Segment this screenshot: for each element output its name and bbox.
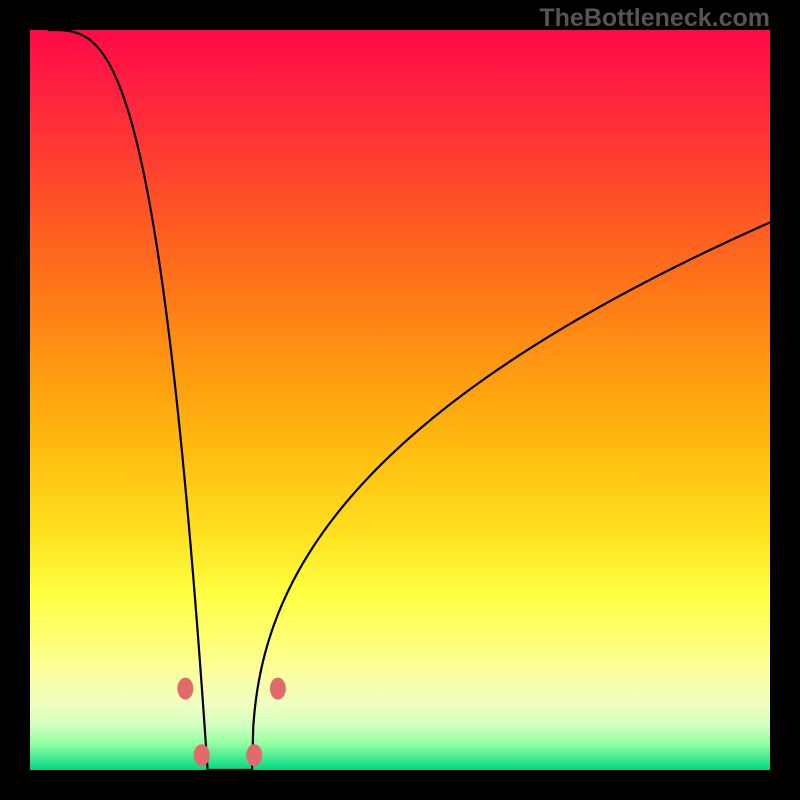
curve-marker (246, 744, 262, 766)
curve-marker (177, 678, 193, 700)
curve-marker (194, 744, 210, 766)
curve-overlay (0, 0, 800, 800)
watermark-text: TheBottleneck.com (539, 4, 770, 33)
bottleneck-curve (49, 30, 771, 770)
chart-container: { "canvas": { "width": 800, "height": 80… (0, 0, 800, 800)
curve-marker (270, 678, 286, 700)
